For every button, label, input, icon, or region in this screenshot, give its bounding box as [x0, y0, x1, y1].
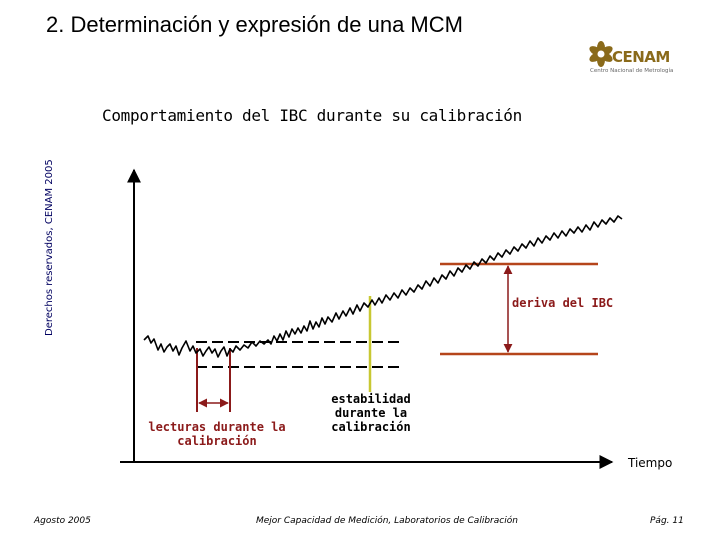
time-axis-label: Tiempo [628, 456, 673, 470]
slide-title: 2. Determinación y expresión de una MCM [46, 12, 463, 37]
readings-label: lecturas durante la calibración [148, 420, 286, 448]
ibc-signal-trace [143, 215, 623, 358]
footer-date: Agosto 2005 [34, 516, 91, 526]
stability-label: estabilidad durante la calibración [331, 392, 411, 434]
page-number: Pág. 11 [650, 516, 684, 526]
cenam-logo: CENAM Centro Nacional de Metrología [588, 36, 684, 80]
flower-logo-icon [589, 41, 613, 67]
diagram-subtitle: Comportamiento del IBC durante su calibr… [102, 106, 522, 125]
logo-wordmark: CENAM [612, 48, 670, 66]
footer-title: Mejor Capacidad de Medición, Laboratorio… [256, 516, 518, 526]
logo-tagline: Centro Nacional de Metrología [590, 68, 674, 74]
drift-label: deriva del IBC [512, 296, 614, 310]
